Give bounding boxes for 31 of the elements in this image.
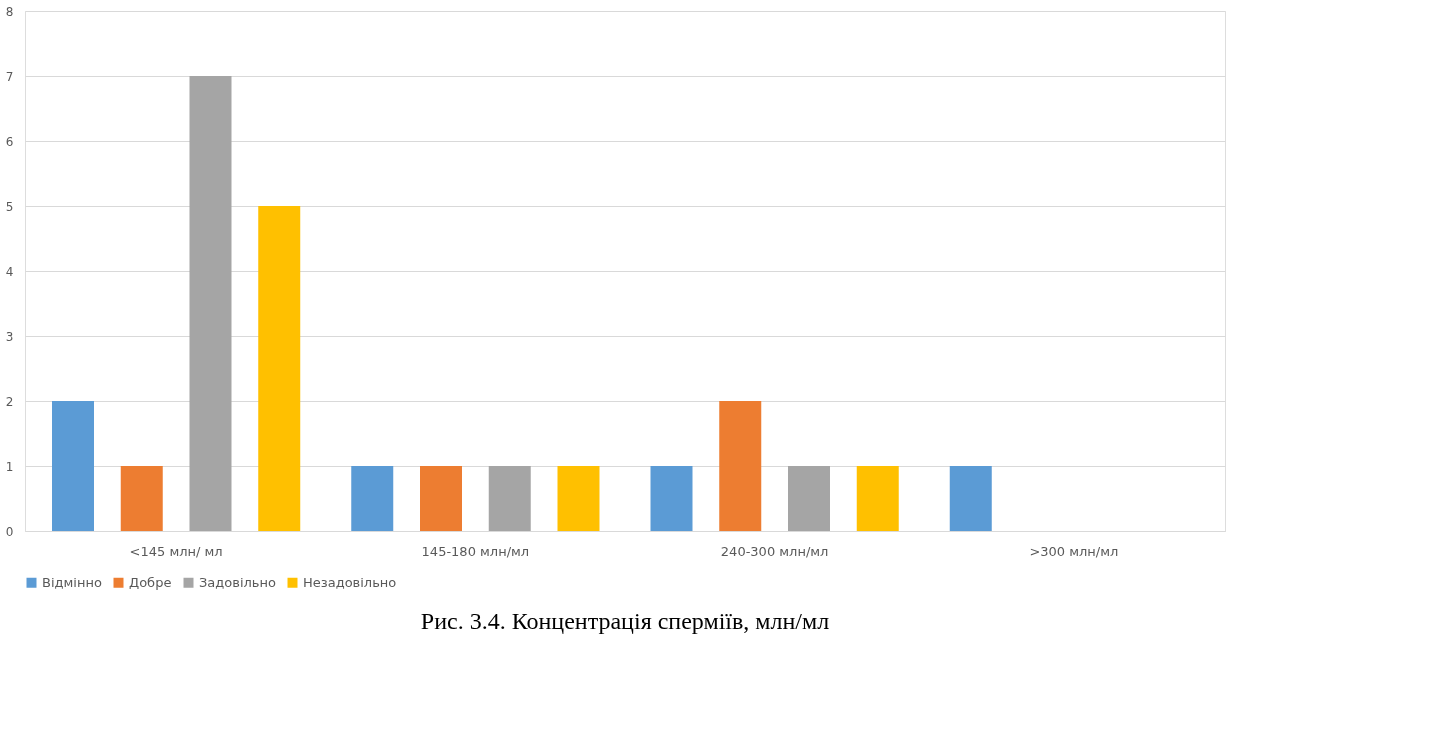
y-tick-label: 6: [5, 134, 14, 149]
bar: [120, 466, 163, 531]
y-tick-label: 2: [5, 394, 14, 409]
y-tick-label: 5: [5, 199, 14, 214]
bar: [351, 466, 394, 531]
y-tick-label: 7: [5, 69, 14, 84]
bar: [557, 466, 600, 531]
bar: [856, 466, 899, 531]
bar: [258, 206, 301, 531]
legend-label: Задовільно: [199, 574, 276, 590]
bar: [52, 401, 94, 531]
legend-label: Добре: [129, 574, 172, 590]
y-tick-label: 3: [5, 329, 14, 344]
y-tick-label: 4: [5, 264, 14, 279]
bar: [189, 76, 232, 531]
text: Рис. 3.4. Концентрація сперміїв, млн/мл: [420, 608, 830, 634]
x-tick-label: >300 млн/мл: [1029, 543, 1119, 559]
bar: [650, 466, 693, 531]
x-tick-label: <145 млн/ мл: [129, 543, 223, 559]
legend-label: Відмінно: [42, 574, 102, 590]
x-tick-label: 145-180 млн/мл: [421, 543, 530, 559]
bar: [949, 466, 992, 531]
bar: [719, 401, 762, 531]
y-tick-label: 0: [5, 524, 14, 539]
bar: [488, 466, 531, 531]
x-tick-label: 240-300 млн/мл: [720, 543, 829, 559]
bar: [788, 466, 830, 531]
bar: [420, 466, 462, 531]
y-tick-label: 1: [5, 459, 14, 474]
legend-label: Незадовільно: [303, 574, 397, 590]
y-tick-label: 8: [5, 4, 14, 19]
